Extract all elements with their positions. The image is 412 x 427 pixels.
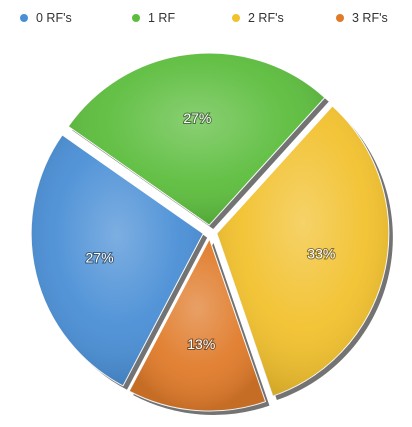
- slice-label-0-rfs: 27%: [86, 249, 114, 265]
- legend-swatch-1-rf: [132, 14, 140, 22]
- legend-item-0-rfs[interactable]: 0 RF's: [20, 9, 72, 27]
- legend-label-3-rfs: 3 RF's: [352, 11, 388, 25]
- legend-item-2-rfs[interactable]: 2 RF's: [232, 9, 284, 27]
- slice-gloss-2-rfs: [216, 105, 389, 397]
- legend-swatch-3-rfs: [336, 14, 344, 22]
- slice-label-3-rfs: 13%: [187, 336, 215, 352]
- legend-label-2-rfs: 2 RF's: [248, 11, 284, 25]
- slice-gloss-3-rfs: [129, 238, 266, 411]
- slice-label-1-rf: 27%: [183, 110, 211, 126]
- slice-gloss-0-rfs: [31, 134, 204, 386]
- legend: 0 RF's 1 RF 2 RF's 3 RF's: [0, 9, 412, 27]
- legend-swatch-2-rfs: [232, 14, 240, 22]
- legend-label-0-rfs: 0 RF's: [36, 11, 72, 25]
- legend-swatch-0-rfs: [20, 14, 28, 22]
- legend-label-1-rf: 1 RF: [148, 11, 176, 25]
- legend-item-1-rf[interactable]: 1 RF: [132, 9, 175, 27]
- slice-gloss-1-rf: [68, 53, 325, 226]
- legend-item-3-rfs[interactable]: 3 RF's: [336, 9, 388, 27]
- slice-label-2-rfs: 33%: [307, 246, 335, 262]
